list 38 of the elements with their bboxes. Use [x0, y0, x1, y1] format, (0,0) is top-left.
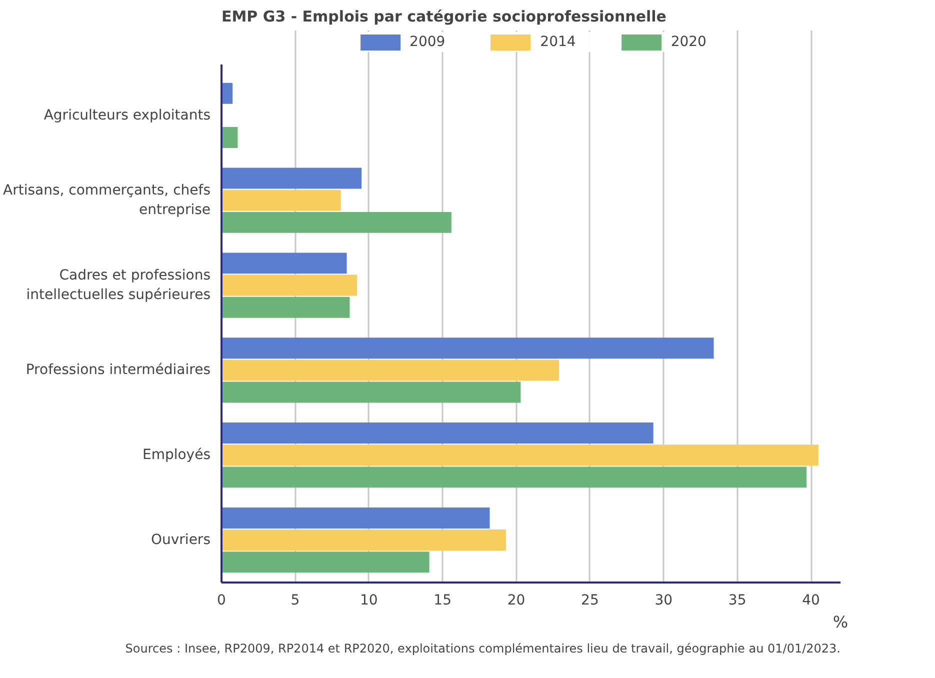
x-tick-label: 0 — [217, 592, 226, 608]
y-tick-label: Agriculteurs exploitants — [44, 107, 211, 124]
y-tick-label: Cadres et professions intellectuelles supérieures — [26, 268, 211, 303]
legend-label: 2020 — [670, 34, 706, 50]
bar — [222, 274, 358, 296]
bar — [222, 507, 490, 528]
bar — [222, 127, 238, 148]
x-tick-label: 40 — [802, 592, 820, 608]
legend-label: 2009 — [410, 34, 446, 50]
bar — [222, 212, 452, 233]
x-tick-label: 15 — [434, 592, 452, 608]
legend-label: 2014 — [540, 34, 576, 50]
y-tick-label: Ouvriers — [151, 532, 211, 548]
bar — [222, 422, 654, 444]
bar — [222, 252, 347, 274]
x-tick-label: 25 — [581, 592, 599, 608]
x-tick-label: 35 — [728, 592, 746, 608]
bar — [222, 444, 818, 466]
x-axis-title: % — [832, 612, 848, 632]
bar — [222, 296, 350, 318]
bar — [222, 552, 430, 573]
bar — [222, 338, 714, 359]
x-tick-label: 10 — [360, 592, 378, 608]
bar — [222, 190, 341, 211]
y-tick-label: Artisans, commerçants, chefs entreprise — [3, 182, 211, 218]
bar — [222, 82, 233, 104]
y-tick-label: Employés — [142, 447, 211, 464]
x-tick-label: 20 — [507, 592, 526, 608]
x-tick-label: 5 — [290, 592, 300, 608]
bar — [222, 360, 559, 381]
bar — [222, 466, 807, 488]
x-tick-label: 30 — [654, 592, 673, 608]
chart-title: EMP G3 - Emplois par catégorie socioprofessionnelle — [222, 8, 666, 26]
y-tick-label: Professions intermédiaires — [26, 362, 210, 378]
bar — [222, 530, 506, 551]
bar — [222, 382, 521, 403]
bar — [222, 168, 362, 189]
source-note: Sources : Insee, RP2009, RP2014 et RP2020, exploitations complémentaires lieu de travail, géographie au 01/01/2023. — [125, 642, 841, 656]
